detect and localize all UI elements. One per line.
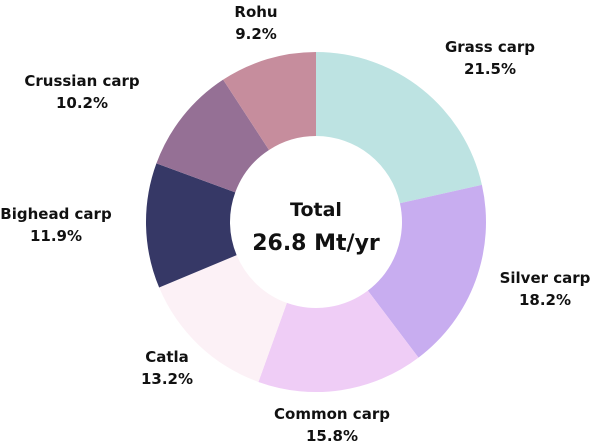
slice-value-label: 13.2%	[141, 370, 193, 388]
slice-value-label: 9.2%	[235, 25, 277, 43]
slice-name-label: Bighead carp	[0, 205, 112, 223]
slice-value-label: 21.5%	[464, 60, 516, 78]
center-total: 26.8 Mt/yr	[252, 231, 380, 256]
slice-silver-carp	[367, 184, 486, 358]
slice-crussian-carp	[156, 79, 270, 193]
slice-catla	[159, 255, 287, 382]
slice-value-label: 15.8%	[306, 427, 358, 445]
slice-name-label: Rohu	[234, 3, 277, 21]
slice-grass-carp	[316, 52, 482, 204]
donut-slices	[145, 52, 486, 392]
center-title: Total	[290, 199, 342, 221]
slice-rohu	[223, 52, 316, 150]
slice-value-label: 10.2%	[56, 94, 108, 112]
slice-name-label: Catla	[145, 348, 189, 366]
slice-name-label: Common carp	[274, 405, 390, 423]
slice-name-label: Crussian carp	[24, 72, 140, 90]
slice-labels: Grass carp 21.5% Silver carp 18.2% Common ca…	[0, 3, 590, 445]
slice-value-label: 18.2%	[519, 291, 571, 309]
slice-value-label: 11.9%	[30, 227, 82, 245]
slice-common-carp	[258, 290, 419, 392]
slice-name-label: Grass carp	[445, 38, 535, 56]
slice-bighead-carp	[145, 163, 237, 288]
slice-name-label: Silver carp	[500, 269, 591, 287]
